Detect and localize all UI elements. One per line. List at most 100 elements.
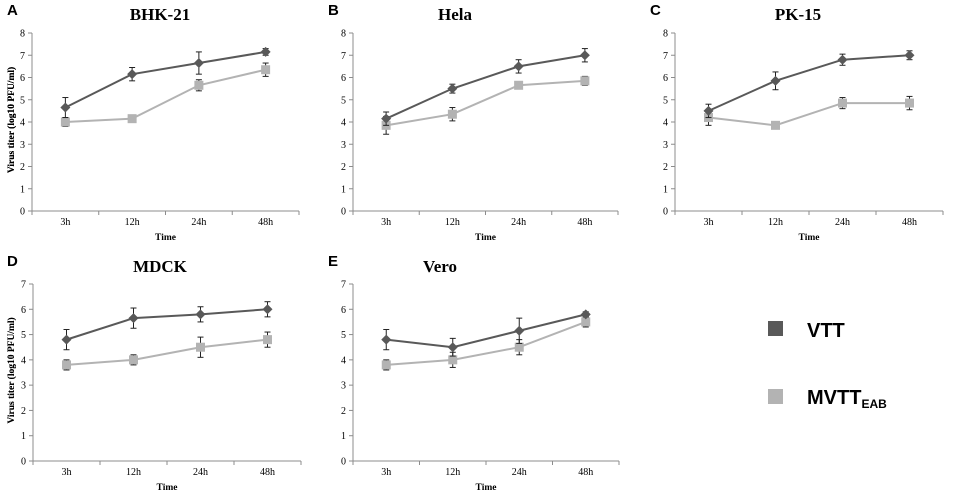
legend-item-mvtt: MVTTEAB [768,387,887,411]
y-tick-label: 6 [20,73,25,84]
data-point-vtt [193,58,204,69]
y-axis-title: Virus titer (log10 PFU/ml) [6,67,17,173]
x-tick-label: 24h [835,217,850,228]
y-tick-label: 8 [20,29,25,40]
data-point-mvtt [580,76,590,86]
x-tick-label: 3h [381,467,391,478]
data-point-mvtt [581,317,591,327]
y-tick-label: 8 [341,29,346,40]
series-vtt [60,46,271,119]
x-tick-label: 3h [704,217,714,228]
panel-letter: D [7,253,18,270]
data-point-mvtt [129,355,138,365]
y-tick-label: 1 [21,431,26,442]
chart-title: MDCK [133,257,188,276]
series-mvtt [60,62,271,127]
series-line-mvtt [65,68,266,123]
y-axis-title: Virus titer (log10 PFU/ml) [6,67,17,173]
y-tick-label: 3 [341,140,346,151]
data-point-vtt [195,309,206,320]
series-mvtt [381,75,590,135]
legend-label-mvtt: MVTTEAB [807,387,887,411]
x-tick-label: 3h [60,217,70,228]
series-line-mvtt [66,338,268,366]
y-tick-label: 0 [21,457,26,468]
y-tick-label: 3 [20,140,25,151]
x-tick-label: 24h [511,217,526,228]
x-axis-title: Time [155,233,176,243]
data-point-vtt [128,313,139,324]
series-vtt [703,50,915,119]
x-axis-title: Time [476,483,497,493]
x-tick-label: 48h [902,217,917,228]
data-point-mvtt [381,360,391,370]
legend-label-vtt: VTT [807,320,845,342]
x-tick-label: 48h [578,467,593,478]
x-axis-title: Time [157,483,178,493]
y-axis-title: Virus titer (log10 PFU/ml) [6,317,17,423]
panel-letter: A [7,2,18,19]
legend-swatch-mvtt [768,389,783,404]
x-tick-label: 12h [768,217,783,228]
data-point-vtt [447,342,458,353]
chart-title: Hela [438,5,472,24]
data-point-mvtt [194,80,204,90]
data-point-vtt [381,113,392,124]
data-point-vtt [381,334,392,345]
y-tick-label: 4 [20,118,25,129]
series-vtt [381,48,590,126]
y-axis-title: Virus titer (log10 PFU/ml) [6,317,17,423]
series-line-vtt [385,54,586,120]
y-tick-label: 5 [341,330,346,341]
data-point-mvtt [448,355,458,365]
chart-title: Vero [423,257,457,276]
data-point-vtt [61,334,72,345]
legend: VTT MVTTEAB [768,320,887,411]
y-tick-label: 5 [21,330,26,341]
x-tick-label: 48h [577,217,592,228]
y-tick-label: 5 [341,95,346,106]
y-tick-label: 2 [663,162,668,173]
x-tick-label: 48h [258,217,273,228]
x-tick-label: 12h [445,467,460,478]
y-tick-label: 6 [663,73,668,84]
panel-letter: C [650,2,661,19]
series-line-vtt [708,54,910,112]
y-tick-label: 5 [663,95,668,106]
series-line-vtt [66,308,268,341]
y-tick-label: 5 [20,95,25,106]
data-point-mvtt [127,114,137,124]
y-tick-label: 7 [341,51,346,62]
data-point-vtt [579,50,590,61]
data-point-mvtt [905,98,914,108]
series-vtt [381,309,591,357]
chart-mdck: D MDCK 0 1 2 3 4 5 6 7 3h 12h 24h 48h Time Virus titer … [6,253,302,493]
x-tick-label: 24h [191,217,206,228]
x-axis-title: Time [475,233,496,243]
series-vtt [61,301,273,351]
data-point-mvtt [263,335,272,345]
data-point-vtt [703,105,714,116]
y-tick-label: 4 [21,355,26,366]
y-axis-title: Virus titer (log10 PFU/ml) [6,67,17,173]
series-line-vtt [386,313,586,349]
y-tick-label: 4 [663,118,668,129]
y-tick-label: 1 [663,184,668,195]
data-point-vtt [904,50,915,61]
chart-pk-15: C PK-15 0 1 2 3 4 5 6 7 8 3h 12h 24h 48h Time Virus tite… [6,2,944,243]
x-tick-label: 3h [381,217,391,228]
y-tick-label: 2 [20,162,25,173]
data-point-vtt [262,304,273,315]
data-point-vtt [513,61,524,72]
y-tick-label: 1 [341,431,346,442]
x-tick-label: 12h [445,217,460,228]
y-tick-label: 1 [20,184,25,195]
y-tick-label: 3 [21,381,26,392]
y-tick-label: 7 [21,280,26,291]
series-mvtt [62,331,272,371]
x-tick-label: 12h [126,467,141,478]
charts-container: A BHK-21 0 1 2 3 4 5 6 7 8 3h 12h 24h 48h Time Virus tit… [6,2,944,493]
data-point-vtt [447,83,458,94]
y-tick-label: 6 [341,305,346,316]
